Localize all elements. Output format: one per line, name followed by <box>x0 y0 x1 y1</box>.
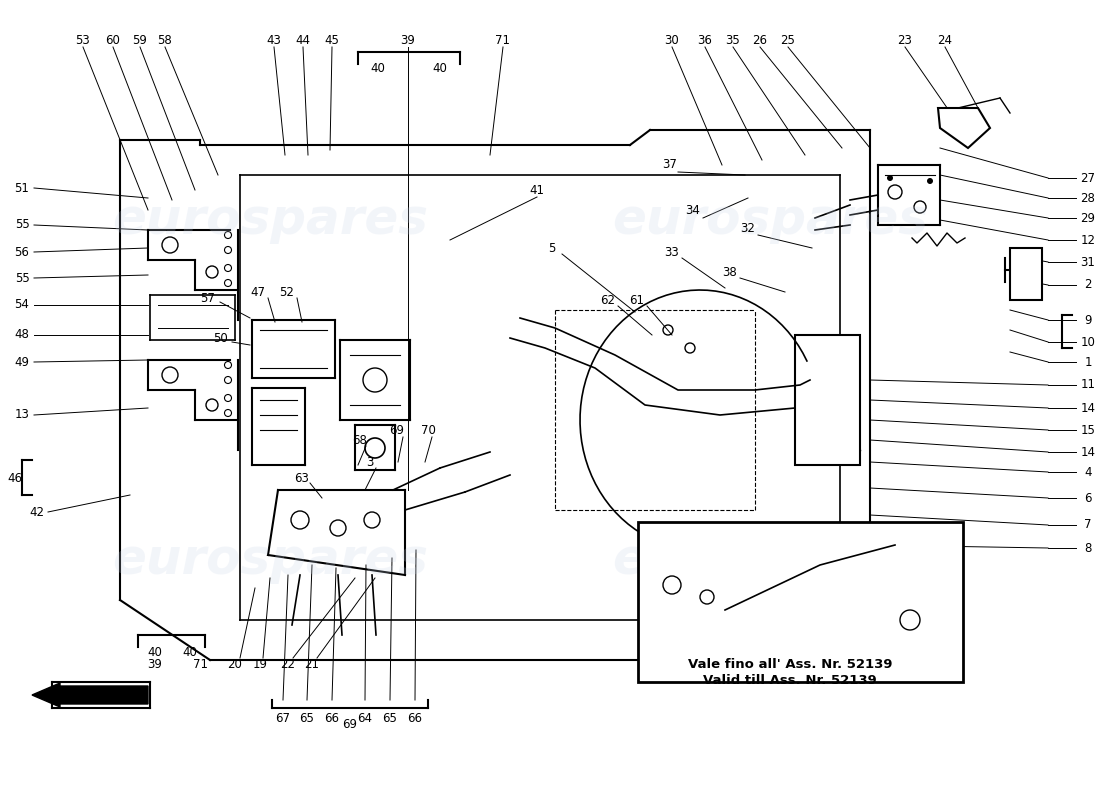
Text: 31: 31 <box>1080 255 1096 269</box>
Text: 7: 7 <box>1085 518 1091 531</box>
Text: 16: 16 <box>705 530 720 543</box>
Text: 56: 56 <box>14 246 30 258</box>
Text: 42: 42 <box>30 506 44 518</box>
Text: 17: 17 <box>813 523 827 537</box>
Text: 51: 51 <box>14 182 30 194</box>
Text: 4: 4 <box>1085 466 1091 478</box>
Text: 23: 23 <box>898 34 912 46</box>
Text: 57: 57 <box>200 291 216 305</box>
Text: 39: 39 <box>400 34 416 46</box>
Text: 11: 11 <box>1080 378 1096 391</box>
Text: 53: 53 <box>76 34 90 46</box>
Text: 45: 45 <box>324 34 340 46</box>
Text: 67: 67 <box>275 711 290 725</box>
Text: 14: 14 <box>1080 402 1096 414</box>
Text: 10: 10 <box>1080 335 1096 349</box>
Text: 2: 2 <box>1085 278 1091 291</box>
Text: 37: 37 <box>662 158 678 171</box>
Text: 58: 58 <box>157 34 173 46</box>
Text: 52: 52 <box>279 286 295 298</box>
Text: 54: 54 <box>14 298 30 311</box>
Text: 20: 20 <box>228 658 242 671</box>
Text: 34: 34 <box>685 203 701 217</box>
Text: 69: 69 <box>389 423 405 437</box>
Text: 1: 1 <box>1085 355 1091 369</box>
Text: 61: 61 <box>629 294 645 306</box>
Text: 33: 33 <box>664 246 680 258</box>
Bar <box>638 522 962 682</box>
Text: 40: 40 <box>432 62 448 74</box>
Text: 63: 63 <box>295 471 309 485</box>
Text: 71: 71 <box>192 658 208 671</box>
Text: 55: 55 <box>14 218 30 231</box>
Circle shape <box>887 175 893 181</box>
Bar <box>1010 248 1042 300</box>
FancyArrow shape <box>32 683 148 707</box>
Text: 32: 32 <box>740 222 756 234</box>
Text: 30: 30 <box>664 34 680 46</box>
Text: 59: 59 <box>133 34 147 46</box>
Text: 66: 66 <box>407 711 422 725</box>
Text: 48: 48 <box>14 329 30 342</box>
Text: 60: 60 <box>106 34 120 46</box>
Text: 39: 39 <box>147 658 163 671</box>
Text: 62: 62 <box>601 294 616 306</box>
Text: Valid till Ass. Nr. 52139: Valid till Ass. Nr. 52139 <box>703 674 877 686</box>
Text: 18: 18 <box>679 534 693 546</box>
Text: 55: 55 <box>14 271 30 285</box>
Polygon shape <box>938 108 990 148</box>
Text: 40: 40 <box>147 646 163 659</box>
Text: 50: 50 <box>212 331 228 345</box>
Text: 44: 44 <box>296 34 310 46</box>
Text: 65: 65 <box>299 711 315 725</box>
Text: 28: 28 <box>1080 191 1096 205</box>
Text: 47: 47 <box>251 286 265 298</box>
Text: 22: 22 <box>280 658 296 671</box>
Text: eurospares: eurospares <box>112 536 428 584</box>
Text: 71: 71 <box>495 34 510 46</box>
Text: 6: 6 <box>1085 491 1091 505</box>
Text: 65: 65 <box>383 711 397 725</box>
Circle shape <box>927 178 933 184</box>
Text: 40: 40 <box>183 646 197 659</box>
Text: 14: 14 <box>1080 446 1096 458</box>
Text: 19: 19 <box>253 658 267 671</box>
Text: 46: 46 <box>8 471 22 485</box>
Text: 3: 3 <box>366 455 374 469</box>
Text: 29: 29 <box>1080 211 1096 225</box>
Text: 64: 64 <box>358 711 373 725</box>
Text: 35: 35 <box>726 34 740 46</box>
Text: 43: 43 <box>266 34 282 46</box>
Text: 5: 5 <box>548 242 556 254</box>
Text: Vale fino all' Ass. Nr. 52139: Vale fino all' Ass. Nr. 52139 <box>688 658 892 671</box>
Text: 70: 70 <box>420 423 436 437</box>
Text: 41: 41 <box>529 183 544 197</box>
Text: 24: 24 <box>937 34 953 46</box>
Bar <box>795 335 860 465</box>
Text: 13: 13 <box>14 409 30 422</box>
Text: 12: 12 <box>1080 234 1096 246</box>
Text: 27: 27 <box>1080 171 1096 185</box>
Text: 26: 26 <box>752 34 768 46</box>
Text: eurospares: eurospares <box>112 196 428 244</box>
Text: 69: 69 <box>342 718 358 731</box>
Text: 36: 36 <box>697 34 713 46</box>
Text: 38: 38 <box>723 266 737 278</box>
Text: 68: 68 <box>353 434 367 446</box>
Text: 8: 8 <box>1085 542 1091 554</box>
Text: eurospares: eurospares <box>612 536 928 584</box>
Text: 66: 66 <box>324 711 340 725</box>
Text: 21: 21 <box>305 658 319 671</box>
Text: 9: 9 <box>1085 314 1091 326</box>
Text: eurospares: eurospares <box>612 196 928 244</box>
Text: 25: 25 <box>781 34 795 46</box>
Text: 40: 40 <box>371 62 385 74</box>
Text: 15: 15 <box>1080 423 1096 437</box>
Text: 49: 49 <box>14 355 30 369</box>
